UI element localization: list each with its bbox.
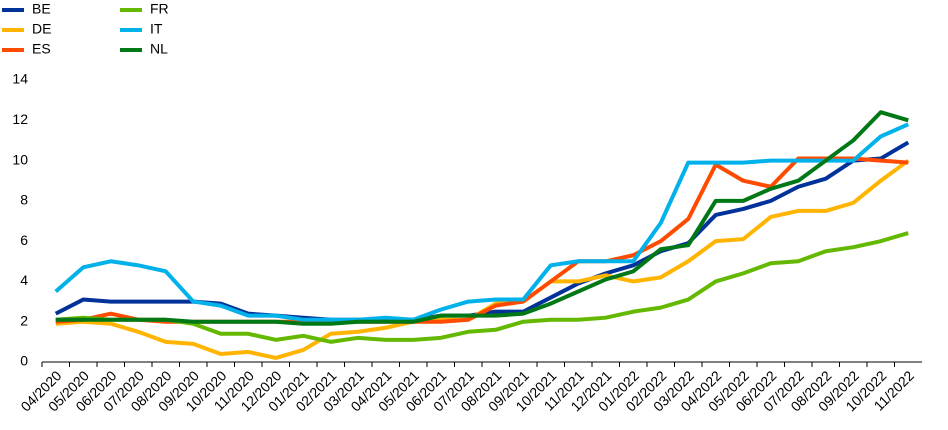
y-tick-label: 4 (20, 272, 28, 288)
y-tick-label: 2 (20, 312, 28, 328)
y-tick-label: 8 (20, 192, 28, 208)
y-tick-label: 0 (20, 353, 28, 369)
legend-label: FR (150, 1, 169, 17)
legend-label: IT (150, 21, 163, 37)
legend-label: ES (32, 41, 51, 57)
series-line (55, 110, 909, 326)
series-line (55, 231, 909, 344)
legend-label: DE (32, 21, 51, 37)
series-line (55, 158, 910, 360)
y-tick-label: 14 (12, 71, 28, 87)
y-tick-label: 12 (12, 111, 28, 127)
series-line (54, 122, 910, 322)
y-tick-label: 6 (20, 232, 28, 248)
series-line (55, 156, 909, 324)
legend-label: NL (150, 41, 168, 57)
y-tick-label: 10 (12, 151, 28, 167)
legend-label: BE (32, 1, 51, 17)
